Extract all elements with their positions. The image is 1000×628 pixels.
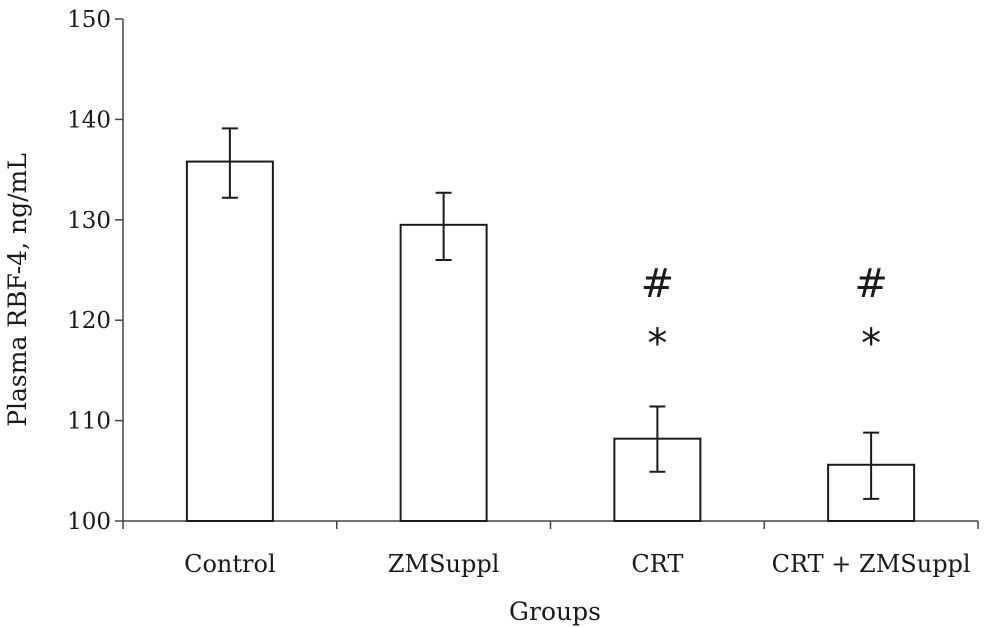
bars [185,160,916,522]
y-tick-label: 130 [67,208,111,234]
y-tick-label: 140 [67,107,111,133]
bar [399,223,488,522]
x-tick-label: CRT [631,550,683,578]
bar [185,160,274,522]
x-axis-title: Groups [509,597,601,626]
y-axis-title: Plasma RBF-4, ng/mL [3,153,32,427]
significance-hash: # [641,261,675,307]
y-axis: 100 110 120 130 140 150 [67,7,124,535]
y-tick-label: 100 [67,509,111,535]
x-axis: Control ZMSuppl CRT CRT + ZMSuppl [122,520,979,578]
bar [613,437,702,522]
significance-asterisk: * [647,321,667,367]
annotations: # * # * [641,261,888,367]
x-tick-label: Control [184,550,276,578]
y-tick-label: 120 [67,308,111,334]
y-tick-label: 110 [67,409,111,435]
error-bars [221,127,880,500]
significance-hash: # [854,261,888,307]
significance-asterisk: * [861,321,881,367]
x-tick-label: ZMSuppl [388,550,500,578]
x-tick-label: CRT + ZMSuppl [772,550,971,578]
y-tick-label: 150 [67,7,111,33]
